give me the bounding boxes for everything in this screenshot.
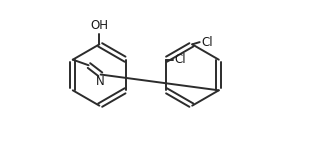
Text: Cl: Cl xyxy=(201,36,212,49)
Text: OH: OH xyxy=(90,19,108,32)
Text: N: N xyxy=(96,75,105,88)
Text: Cl: Cl xyxy=(174,53,186,66)
